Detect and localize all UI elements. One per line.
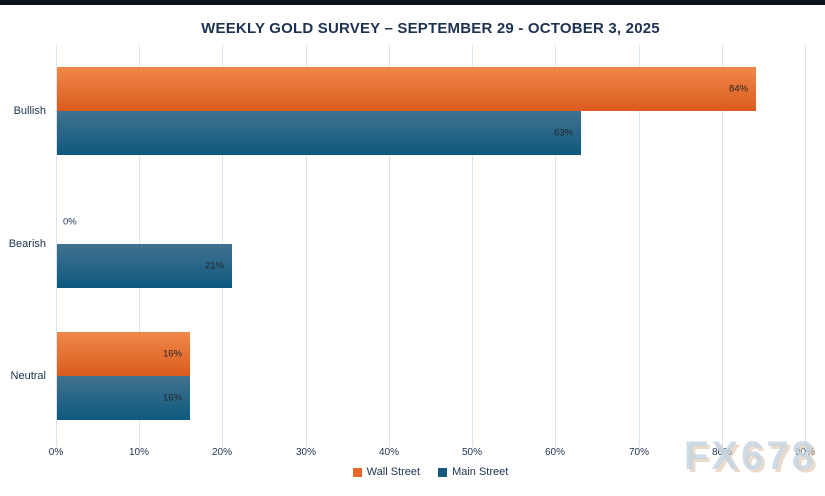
category-label-bearish: Bearish (8, 237, 46, 250)
legend-swatch-icon (352, 467, 362, 477)
legend-swatch-icon (438, 467, 448, 477)
plot-area: 84% 63% 0% 21% 16% 16% (56, 45, 806, 447)
value-label-bullish-main-street: 63% (553, 127, 573, 139)
value-label-bearish-main-street: 21% (204, 260, 224, 271)
chart-title: WEEKLY GOLD SURVEY – SEPTEMBER 29 - OCTO… (201, 20, 660, 37)
gridline (472, 45, 473, 447)
bar-bearish-main-street[interactable] (57, 243, 232, 288)
x-axis-tick-label: 30% (295, 447, 317, 458)
legend: Wall Street Main Street (56, 466, 805, 478)
legend-label: Main Street (452, 466, 509, 478)
x-axis-tick-label: 80% (711, 447, 733, 458)
gridline (555, 45, 556, 447)
value-label-bearish-wall-street: 0% (63, 216, 77, 227)
category-label-neutral: Neutral (10, 369, 46, 382)
x-axis-tick-label: 20% (211, 447, 233, 458)
gridline (639, 45, 640, 447)
gridline (722, 45, 723, 447)
legend-label: Wall Street (366, 466, 421, 478)
x-axis-tick-label: 70% (628, 447, 650, 458)
bar-neutral-main-street[interactable] (57, 375, 190, 420)
gridline (306, 45, 307, 447)
value-label-neutral-main-street: 16% (162, 392, 182, 404)
x-axis-tick-label: 0% (48, 447, 64, 458)
gridline (389, 45, 390, 447)
legend-item-main-street[interactable]: Main Street (438, 466, 508, 478)
x-axis-tick-label: 10% (128, 447, 150, 458)
x-axis-tick-label: 90% (794, 447, 816, 458)
x-axis-tick-label: 60% (544, 447, 566, 458)
legend-item-wall-street[interactable]: Wall Street (352, 466, 421, 478)
gridline (805, 45, 806, 447)
top-accent-bar (0, 0, 825, 5)
value-label-neutral-wall-street: 16% (162, 348, 182, 360)
bar-neutral-wall-street[interactable] (57, 331, 190, 376)
x-axis-tick-label: 40% (378, 447, 400, 458)
category-label-bullish: Bullish (13, 105, 46, 118)
bar-bullish-wall-street[interactable] (57, 67, 756, 112)
bar-bullish-main-street[interactable] (57, 111, 581, 156)
value-label-bullish-wall-street: 84% (728, 83, 748, 95)
gridline (56, 45, 57, 447)
x-axis-tick-label: 50% (461, 447, 483, 458)
